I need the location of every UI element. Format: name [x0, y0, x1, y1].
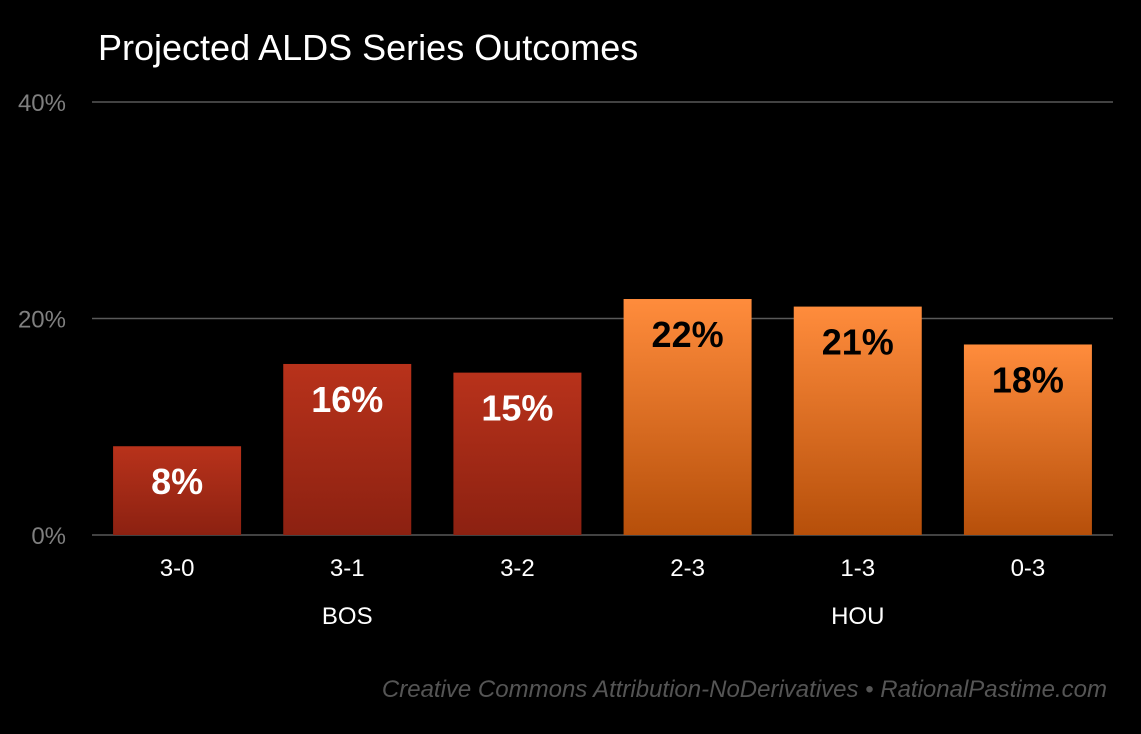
- group-labels: BOS HOU: [322, 603, 885, 630]
- group-label-bos: BOS: [322, 603, 373, 630]
- bar-3-2: [453, 372, 582, 535]
- y-tick-label: 40%: [18, 90, 66, 117]
- x-axis-tick-labels: 3-0 3-1 3-2 2-3 1-3 0-3: [160, 555, 1046, 582]
- credit-line: Creative Commons Attribution-NoDerivativ…: [382, 676, 1107, 703]
- gridlines: [92, 101, 1113, 536]
- y-tick-label: 0%: [31, 523, 66, 550]
- x-tick-label: 3-1: [330, 555, 365, 582]
- bar-0-3: [963, 344, 1092, 535]
- data-label: 8%: [151, 461, 203, 502]
- data-label: 18%: [992, 359, 1064, 400]
- y-tick-label: 20%: [18, 307, 66, 334]
- bar-3-0: [113, 446, 242, 535]
- data-label: 21%: [822, 322, 894, 363]
- data-label: 16%: [311, 379, 383, 420]
- data-label: 15%: [481, 388, 553, 429]
- x-tick-label: 3-2: [500, 555, 535, 582]
- bar-3-1: [283, 363, 412, 535]
- x-tick-label: 1-3: [840, 555, 875, 582]
- bar-1-3: [793, 306, 922, 535]
- y-axis-tick-labels: 0% 20% 40%: [18, 90, 66, 550]
- group-label-hou: HOU: [831, 603, 884, 630]
- x-tick-label: 2-3: [670, 555, 705, 582]
- x-tick-label: 3-0: [160, 555, 195, 582]
- data-labels: 8% 16% 15% 22% 21% 18%: [151, 314, 1064, 502]
- x-tick-label: 0-3: [1011, 555, 1046, 582]
- data-label: 22%: [652, 314, 724, 355]
- bars: [113, 299, 1092, 535]
- chart-title: Projected ALDS Series Outcomes: [98, 27, 638, 68]
- bar-2-3: [623, 299, 752, 535]
